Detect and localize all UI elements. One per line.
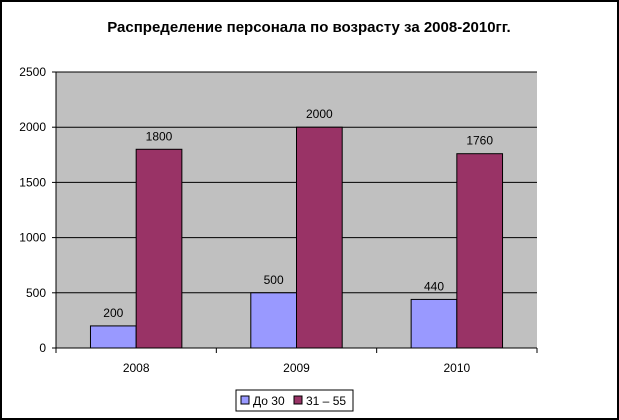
bar-under-30-2009	[250, 292, 297, 349]
data-label: 440	[424, 279, 444, 293]
y-tick-label: 2000	[19, 120, 46, 134]
x-tick-label: 2008	[123, 361, 150, 375]
legend-swatch	[293, 395, 303, 405]
data-labels: 200 1800 500 2000 440 1760	[103, 107, 493, 320]
x-tick-label: 2009	[283, 361, 310, 375]
bar-under-30-2008	[89, 325, 137, 349]
bar-31-55-2009	[296, 126, 343, 349]
legend-label: 31 – 55	[306, 394, 346, 408]
bar-31-55-2008	[135, 148, 183, 349]
y-tick-label: 1500	[19, 175, 46, 189]
bars	[89, 126, 504, 349]
axes: 0 500 1000 1500 2000 2500 2008 2009 2010	[19, 65, 538, 375]
data-label: 2000	[306, 107, 333, 121]
legend-swatch	[240, 395, 250, 405]
bar-31-55-2010	[456, 153, 504, 349]
y-tick-label: 2500	[19, 65, 46, 79]
data-label: 1800	[146, 129, 173, 143]
data-label: 1760	[466, 134, 493, 148]
bar-under-30-2010	[410, 298, 458, 349]
y-tick-label: 500	[26, 286, 46, 300]
x-tick-label: 2010	[443, 361, 470, 375]
legend: До 30 31 – 55	[235, 389, 354, 412]
y-tick-label: 0	[39, 341, 46, 355]
data-label: 500	[264, 273, 284, 287]
chart-title: Распределение персонала по возрасту за 2…	[107, 19, 510, 36]
data-label: 200	[103, 306, 123, 320]
legend-label: До 30	[253, 394, 285, 408]
y-tick-label: 1000	[19, 231, 46, 245]
